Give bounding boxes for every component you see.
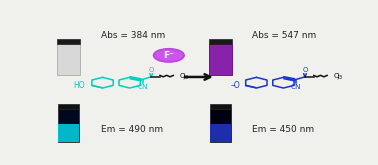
Text: Abs = 384 nm: Abs = 384 nm — [101, 31, 166, 40]
FancyBboxPatch shape — [57, 44, 80, 75]
Text: Abs = 547 nm: Abs = 547 nm — [252, 31, 316, 40]
FancyBboxPatch shape — [210, 109, 231, 142]
Text: HO: HO — [74, 81, 85, 90]
FancyBboxPatch shape — [209, 39, 232, 44]
FancyBboxPatch shape — [209, 44, 232, 75]
FancyBboxPatch shape — [58, 104, 79, 109]
Text: CN: CN — [137, 84, 148, 90]
Text: Em = 490 nm: Em = 490 nm — [101, 125, 164, 133]
Text: $\mathsf{O\!\!)\!_3}$: $\mathsf{O\!\!)\!_3}$ — [179, 71, 189, 81]
Text: F⁻: F⁻ — [163, 51, 174, 60]
FancyBboxPatch shape — [57, 39, 80, 44]
FancyBboxPatch shape — [210, 104, 231, 109]
FancyBboxPatch shape — [58, 109, 79, 142]
Circle shape — [153, 49, 184, 62]
Text: $\mathsf{O\!\!)\!_3}$: $\mathsf{O\!\!)\!_3}$ — [333, 71, 342, 81]
FancyBboxPatch shape — [58, 124, 79, 142]
FancyBboxPatch shape — [210, 124, 231, 142]
Text: O: O — [302, 67, 308, 73]
Text: O: O — [149, 67, 154, 73]
Text: CN: CN — [291, 84, 302, 90]
Text: –O: –O — [231, 81, 240, 90]
Text: Em = 450 nm: Em = 450 nm — [252, 125, 314, 133]
